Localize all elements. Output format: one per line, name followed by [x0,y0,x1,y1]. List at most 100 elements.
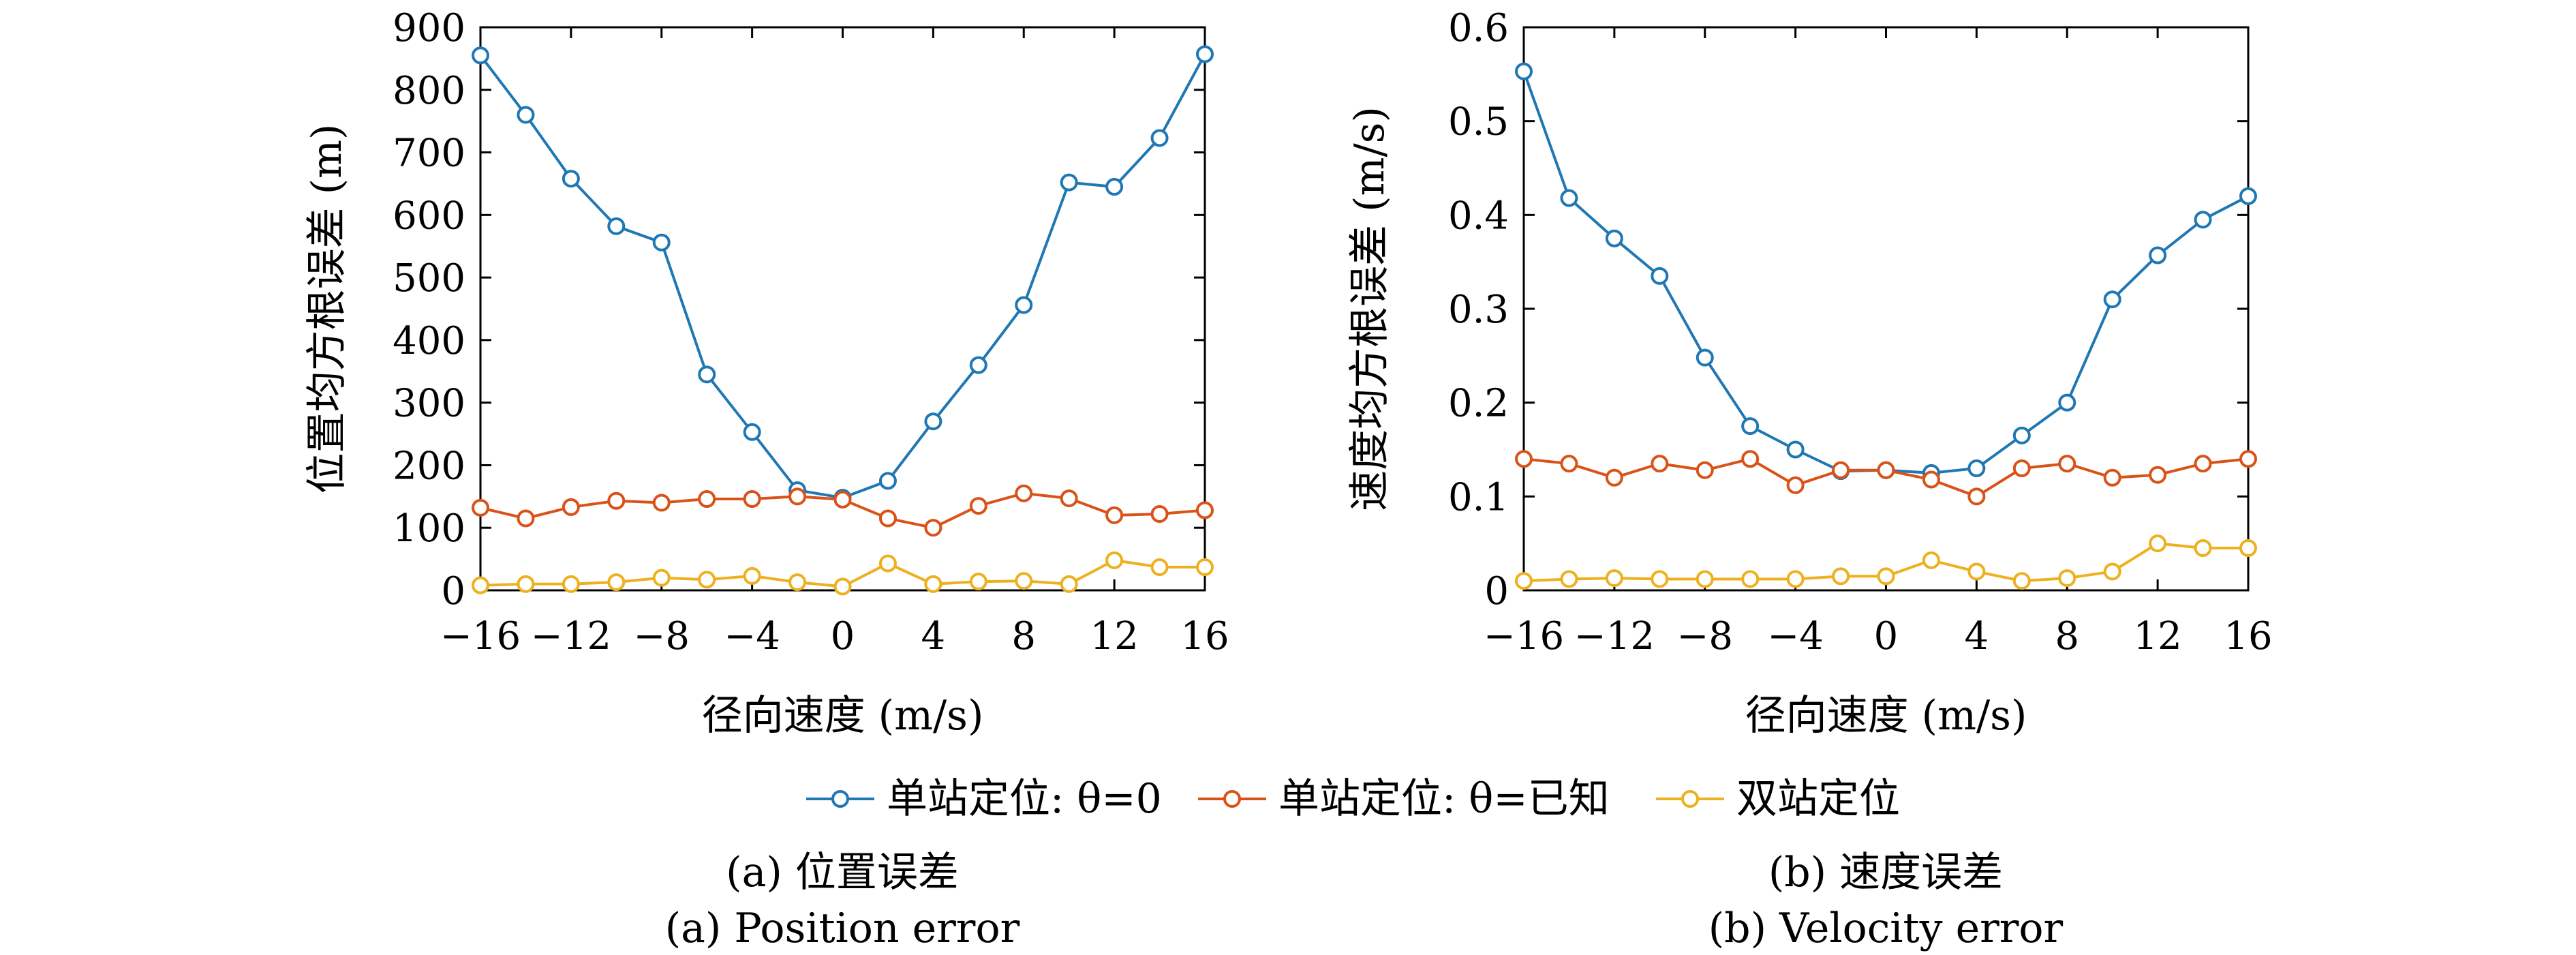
data-point [743,423,761,441]
y-tick-label: 0.2 [1448,382,1509,426]
legend-item-s3: 双站定位 [1656,775,1900,823]
data-point [1196,45,1214,63]
data-point [743,490,761,509]
data-point [1741,570,1760,588]
series-s2 [1515,450,2257,506]
caption-en: (a) Position error [665,905,1020,952]
data-point [562,170,580,188]
x-tick-label: 0 [1874,614,1899,658]
data-point [1105,551,1124,569]
data-point [969,356,987,374]
data-point [2012,572,2031,590]
y-tick-label: 0.6 [1448,6,1509,50]
data-point [1605,468,1623,487]
data-point [1651,455,1669,473]
plot-frame [1522,26,2250,592]
data-point [1651,267,1669,285]
caption-en: (b) Velocity error [1708,905,2064,952]
data-point [1696,570,1714,588]
x-tick-label: 8 [2055,614,2079,658]
data-point [788,487,807,506]
x-tick-label: 0 [831,614,855,658]
data-point [1967,459,1986,478]
x-axis-label: 径向速度 (m/s) [702,692,984,740]
data-point [2012,459,2031,478]
data-point [2103,562,2121,581]
data-point [562,575,580,593]
legend-label: 单站定位: θ=0 [887,775,1162,823]
data-point [878,472,897,490]
y-tick-label: 400 [393,319,465,363]
data-point [2239,450,2257,468]
y-tick-label: 500 [393,256,465,301]
data-point [1741,417,1760,436]
caption-zh: (a) 位置误差 [726,849,959,896]
x-tick-label: 16 [2224,614,2272,658]
data-point [1696,348,1714,367]
data-point [2239,187,2257,205]
data-point [1515,572,1533,590]
data-point [1786,570,1805,588]
legend-label: 单站定位: θ=已知 [1278,775,1610,823]
data-point [1515,62,1533,80]
y-tick-label: 300 [393,382,465,426]
x-axis-label: 径向速度 (m/s) [1745,692,2027,740]
data-point [2239,539,2257,558]
data-point [2103,290,2121,309]
data-point [2012,426,2031,444]
y-tick-label: 900 [393,6,465,50]
data-point [652,494,671,512]
x-tick-label: 8 [1011,614,1036,658]
data-point [1105,178,1124,196]
data-point [517,106,535,124]
data-point [2149,246,2167,264]
y-tick-label: 0.5 [1448,100,1509,145]
data-point [833,490,852,509]
x-tick-label: −12 [1574,614,1655,658]
data-point [1515,450,1533,468]
data-point [1877,461,1895,479]
x-tick-label: 4 [1965,614,1989,658]
data-point [1150,129,1169,147]
x-tick-label: −16 [1484,614,1564,658]
data-point [924,412,942,431]
legend-marker [831,790,849,808]
data-point [1560,189,1578,207]
data-point [969,497,987,515]
data-point [743,566,761,585]
data-point [1832,461,1850,479]
y-tick-label: 800 [393,69,465,113]
legend: 单站定位: θ=0 单站定位: θ=已知 双站定位 [806,775,1900,823]
x-tick-label: −4 [724,614,780,658]
legend-marker [1681,790,1699,808]
data-point [2194,455,2212,473]
series-line [1522,71,2249,474]
data-point [924,519,942,537]
data-point [833,577,852,596]
data-point [1605,229,1623,247]
data-point [607,491,626,510]
data-point [1015,296,1033,314]
data-point [1060,489,1078,508]
y-tick-label: 100 [393,506,465,551]
x-tick-label: −8 [1676,614,1733,658]
y-tick-label: 0.3 [1448,288,1509,332]
data-point [1967,562,1986,581]
y-tick-label: 200 [393,444,465,488]
data-point [878,509,897,528]
y-axis-label: 位置均方根误差 (m) [303,124,351,494]
data-point [698,365,716,384]
series-s2 [472,484,1214,537]
legend-label: 双站定位 [1736,775,1900,823]
data-point [1922,470,1940,489]
data-point [652,233,671,252]
y-tick-label: 0.1 [1448,475,1509,519]
data-point [472,46,489,65]
data-point [1150,505,1169,524]
data-point [2103,468,2121,487]
x-tick-label: −8 [633,614,690,658]
y-tick-label: 0 [1484,569,1509,613]
data-point [924,575,942,593]
data-point [607,217,626,235]
data-point [2058,393,2076,412]
